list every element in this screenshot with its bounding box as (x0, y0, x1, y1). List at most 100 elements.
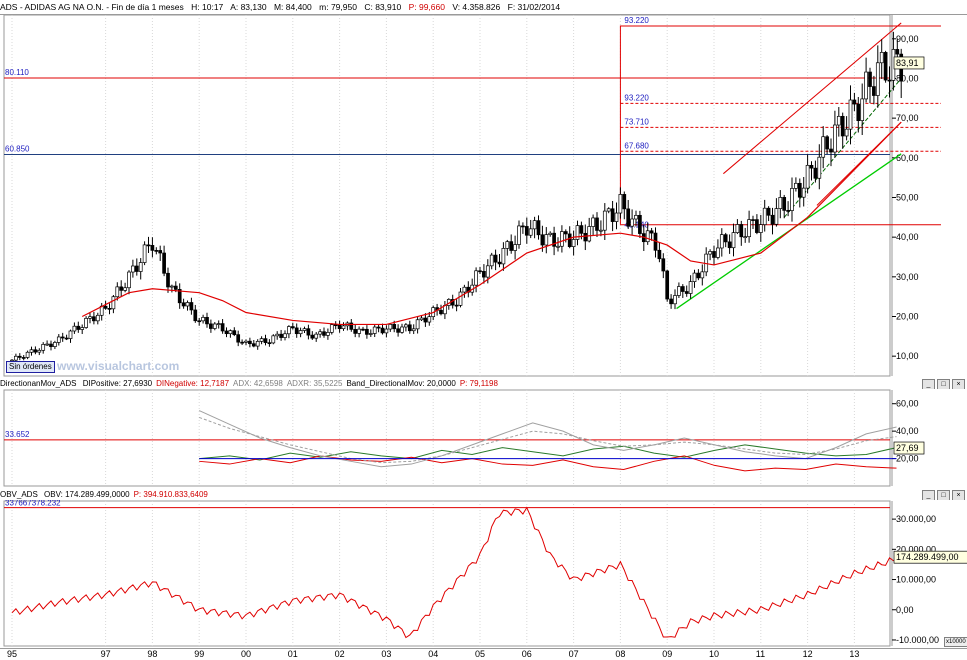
candle-body (275, 333, 280, 337)
dmi-value-5: P: 79,1198 (459, 379, 498, 388)
candle-body (376, 326, 381, 329)
candle-body (111, 296, 116, 310)
candle-body (879, 52, 884, 64)
dmi-title: DirectionanMov_ADS (0, 379, 77, 388)
x-tick-label: 01 (287, 649, 298, 659)
level-label: 73.710 (624, 117, 649, 126)
candle-body (673, 295, 677, 305)
candle-body (21, 357, 26, 359)
channel-upper (723, 22, 902, 175)
candle-body (201, 316, 205, 322)
candle-body (212, 323, 217, 329)
candle-body (17, 355, 22, 358)
minimize-icon[interactable]: _ (922, 490, 935, 500)
candle-body (279, 333, 283, 338)
candle-body (333, 324, 338, 327)
candle-body (770, 214, 775, 225)
y-tick-label: 60,00 (896, 153, 919, 163)
close-icon[interactable]: × (952, 379, 965, 389)
candle-body (501, 248, 506, 265)
dmi-value-0: DIPositive: 27,6930 (82, 379, 153, 388)
candle-body (361, 328, 365, 331)
candle-body (868, 71, 872, 87)
order-badge[interactable]: Sin órdenes (6, 361, 55, 373)
last-price-label: 83,91 (896, 58, 919, 68)
x-tick-label: 07 (568, 649, 579, 659)
candle-body (400, 326, 404, 333)
candle-body (131, 265, 135, 273)
x-tick-label: 05 (475, 649, 486, 659)
x-tick-label: 03 (381, 649, 392, 659)
candle-body (170, 285, 174, 288)
candle-body (349, 322, 354, 330)
y-tick-label: 50,00 (896, 192, 919, 202)
y-tick-label: 90,00 (896, 34, 919, 44)
candle-body (688, 281, 693, 294)
candle-body (497, 261, 502, 265)
candle-body (103, 305, 108, 309)
candle-body (228, 330, 233, 335)
candle-body (556, 245, 560, 248)
maximize-icon[interactable]: □ (937, 490, 950, 500)
y-tick-label: 40,00 (896, 232, 919, 242)
candle-body (540, 234, 545, 246)
candle-body (29, 349, 34, 353)
candle-body (84, 317, 88, 328)
candle-body (774, 208, 779, 225)
header-m: m: 79,950 (319, 2, 357, 12)
zoom-indicator[interactable]: x10000 (944, 637, 967, 647)
close-icon[interactable]: × (952, 490, 965, 500)
candle-body (119, 286, 124, 291)
obv-level-label: 337667378.232 (5, 499, 61, 508)
candle-body (895, 49, 900, 55)
dmi-line-ADX (198, 410, 897, 468)
header-A: A: 83,130 (230, 2, 267, 12)
candle-body (856, 103, 861, 121)
candle-body (423, 317, 428, 323)
candle-body (528, 228, 533, 236)
x-tick-label: 02 (334, 649, 345, 659)
minimize-icon[interactable]: _ (922, 379, 935, 389)
x-tick-label: 12 (802, 649, 813, 659)
candle-body (353, 329, 358, 334)
candle-body (618, 194, 623, 214)
candle-body (595, 217, 599, 231)
candle-body (302, 328, 307, 331)
candle-body (95, 314, 100, 322)
candle-body (25, 351, 30, 358)
candle-body (829, 148, 833, 153)
candle-body (123, 287, 127, 291)
candle-body (575, 225, 580, 240)
candle-body (365, 328, 369, 335)
candle-body (509, 241, 514, 251)
candle-body (817, 156, 822, 179)
candle-body (474, 270, 478, 286)
candle-body (680, 286, 685, 292)
candle-body (505, 241, 510, 249)
watermark: www.visualchart.com (57, 359, 180, 373)
candle-body (341, 325, 346, 330)
candle-body (388, 324, 393, 330)
obv-window-buttons: _ □ × (922, 490, 965, 500)
candle-body (138, 262, 143, 272)
candle-body (189, 302, 194, 311)
candle-body (708, 251, 712, 255)
obv-last-label: 174.289.499,00 (896, 552, 959, 562)
candle-body (45, 343, 49, 346)
level-label: 43.140 (624, 221, 649, 230)
dmi-line-DINegative (199, 455, 897, 472)
header-H: H: 10:17 (191, 2, 224, 12)
panel-frame (3, 389, 891, 487)
candle-body (259, 338, 264, 342)
candle-body (778, 197, 783, 209)
header-F: F: 31/02/2014 (507, 2, 561, 12)
candle-body (665, 270, 670, 300)
candle-body (532, 220, 537, 230)
candle-body (716, 247, 720, 258)
maximize-icon[interactable]: □ (937, 379, 950, 389)
candle-body (571, 239, 576, 247)
candle-body (852, 99, 857, 105)
candle-body (692, 272, 697, 282)
